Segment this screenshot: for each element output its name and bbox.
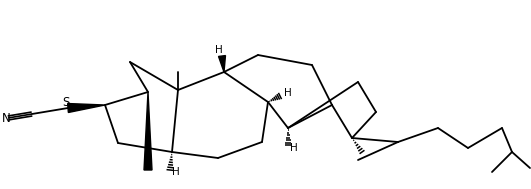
Text: N: N <box>2 112 11 125</box>
Text: H: H <box>215 45 223 55</box>
Text: H: H <box>284 88 292 98</box>
Text: H: H <box>290 143 298 153</box>
Text: H: H <box>172 167 180 177</box>
Polygon shape <box>219 56 226 72</box>
Text: S: S <box>62 97 70 109</box>
Polygon shape <box>144 92 152 170</box>
Polygon shape <box>67 104 105 112</box>
